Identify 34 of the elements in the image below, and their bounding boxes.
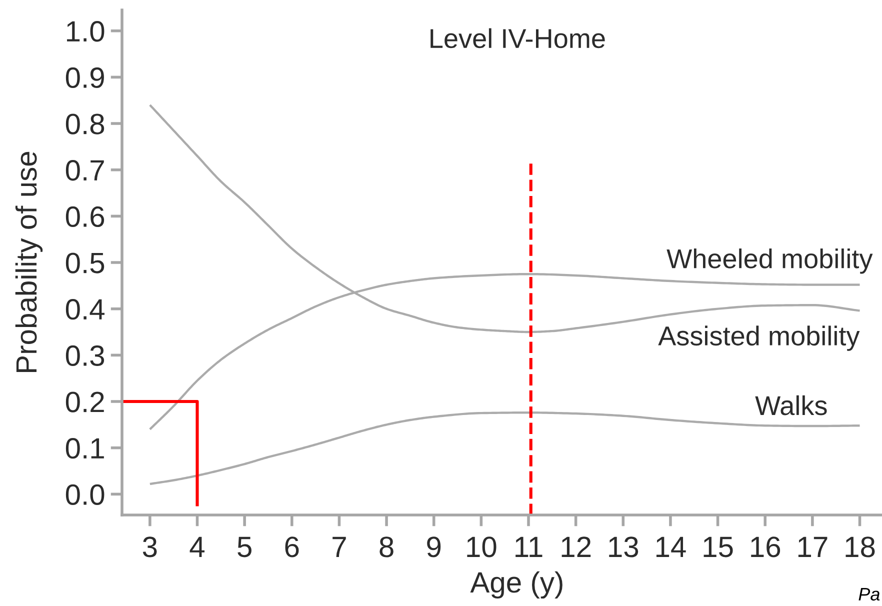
x-tick-label: 4 [190,536,204,557]
x-tick-label: 14 [656,536,686,557]
y-tick-label: 1.0 [67,21,104,42]
text: Pa [858,588,880,601]
x-tick-label: 17 [798,536,828,557]
x-tick-label: 9 [427,536,441,558]
y-tick-label: 0.2 [66,392,104,412]
y-tick-label: 0.3 [66,345,104,366]
x-tick-label: 7 [332,536,346,557]
x-tick-label: 10 [467,536,496,558]
x-tick-label: 6 [285,536,299,558]
y-tick-label: 0.6 [66,206,104,228]
y-tick-label: 0.5 [66,252,104,274]
x-axis-title: Age (y) [470,571,562,599]
x-tick-label: 5 [238,536,252,558]
y-tick-label: 0.8 [66,114,104,134]
y-tick-label: 0.9 [66,67,104,88]
x-tick-label: 3 [142,536,157,558]
y-tick-label: 0.4 [66,299,104,320]
series-label: Walks [755,395,827,416]
x-tick-label: 13 [609,536,638,558]
y-tick-label: 0.7 [66,160,104,181]
y-tick-label: 0.1 [66,438,104,459]
text: Level IV-Home [430,28,605,48]
x-tick-label: 16 [751,536,780,558]
x-tick-label: 18 [846,536,875,558]
series-label: Wheeled mobility [666,248,873,274]
x-tick-label: 12 [562,536,591,557]
y-axis-title: Probability of use [15,152,43,372]
y-tick-label: 0.0 [66,484,104,506]
x-tick-label: 11 [516,536,542,557]
series-label: Assisted mobility [658,326,860,351]
x-tick-label: 8 [380,536,394,558]
x-tick-label: 15 [704,536,733,558]
